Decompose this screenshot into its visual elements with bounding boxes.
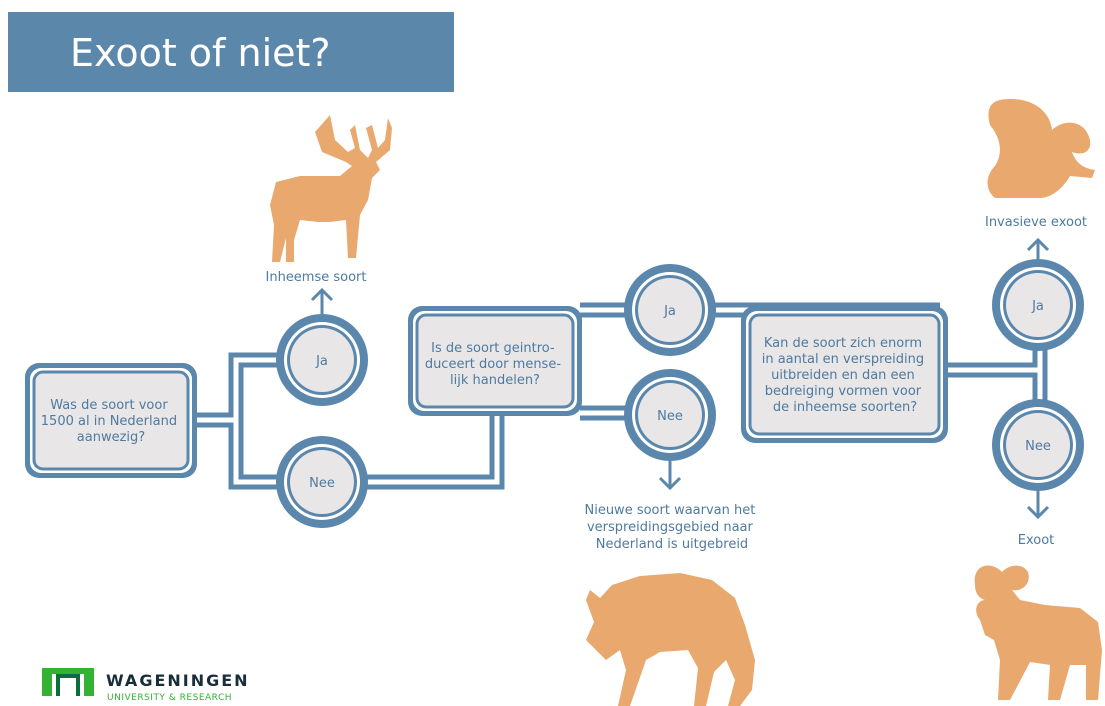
title: Exoot of niet? [70,31,331,75]
diagram: Exoot of niet? Was de soort voor 1500 al… [0,0,1105,706]
line: in aantal en verspreiding [762,352,924,367]
line: verspreidingsgebied naar [587,520,754,535]
logo-name: WAGENINGEN [106,671,250,690]
answer-label: Nee [657,409,683,424]
answer-node: Ja [624,264,716,356]
line: Nederland is uitgebreid [596,537,748,552]
line: Kan de soort zich enorm [764,336,922,351]
question-box: Was de soort voor 1500 al in Nederland a… [25,363,197,478]
line: uitbreiden en dan een [771,368,915,383]
outcome: Nieuwe soort waarvan het verspreidingsge… [584,503,759,552]
line: de inheemse soorten? [773,400,917,415]
line: Was de soort voor [50,398,168,413]
answer-label: Nee [309,476,335,491]
answer-node: Ja [992,259,1084,351]
answer-node: Nee [992,399,1084,491]
question-text: Kan de soort zich enorm in aantal en ver… [762,336,929,415]
answer-label: Ja [663,304,676,319]
line: Nieuwe soort waarvan het [584,503,755,518]
line: bedreiging vormen voor [765,384,922,399]
answer-node: Ja [276,314,368,406]
answer-label: Ja [315,354,328,369]
logo-mark-gap [60,678,76,696]
outcome: Invasieve exoot [985,215,1087,230]
outcome: Exoot [1018,533,1055,548]
outcome: Inheemse soort [266,270,367,285]
line: Is de soort geintro- [431,341,555,356]
line: duceert door mense- [425,357,562,372]
line: 1500 al in Nederland [41,414,177,429]
line: lijk handelen? [450,373,540,388]
answer-node: Nee [276,436,368,528]
answer-label: Nee [1025,439,1051,454]
logo-subtitle: UNIVERSITY & RESEARCH [107,693,232,703]
question-box: Kan de soort zich enorm in aantal en ver… [741,306,948,443]
answer-node: Nee [624,369,716,461]
answer-label: Ja [1031,299,1044,314]
question-box: Is de soort geintro- duceert door mense-… [408,306,582,416]
line: aanwezig? [77,430,145,445]
